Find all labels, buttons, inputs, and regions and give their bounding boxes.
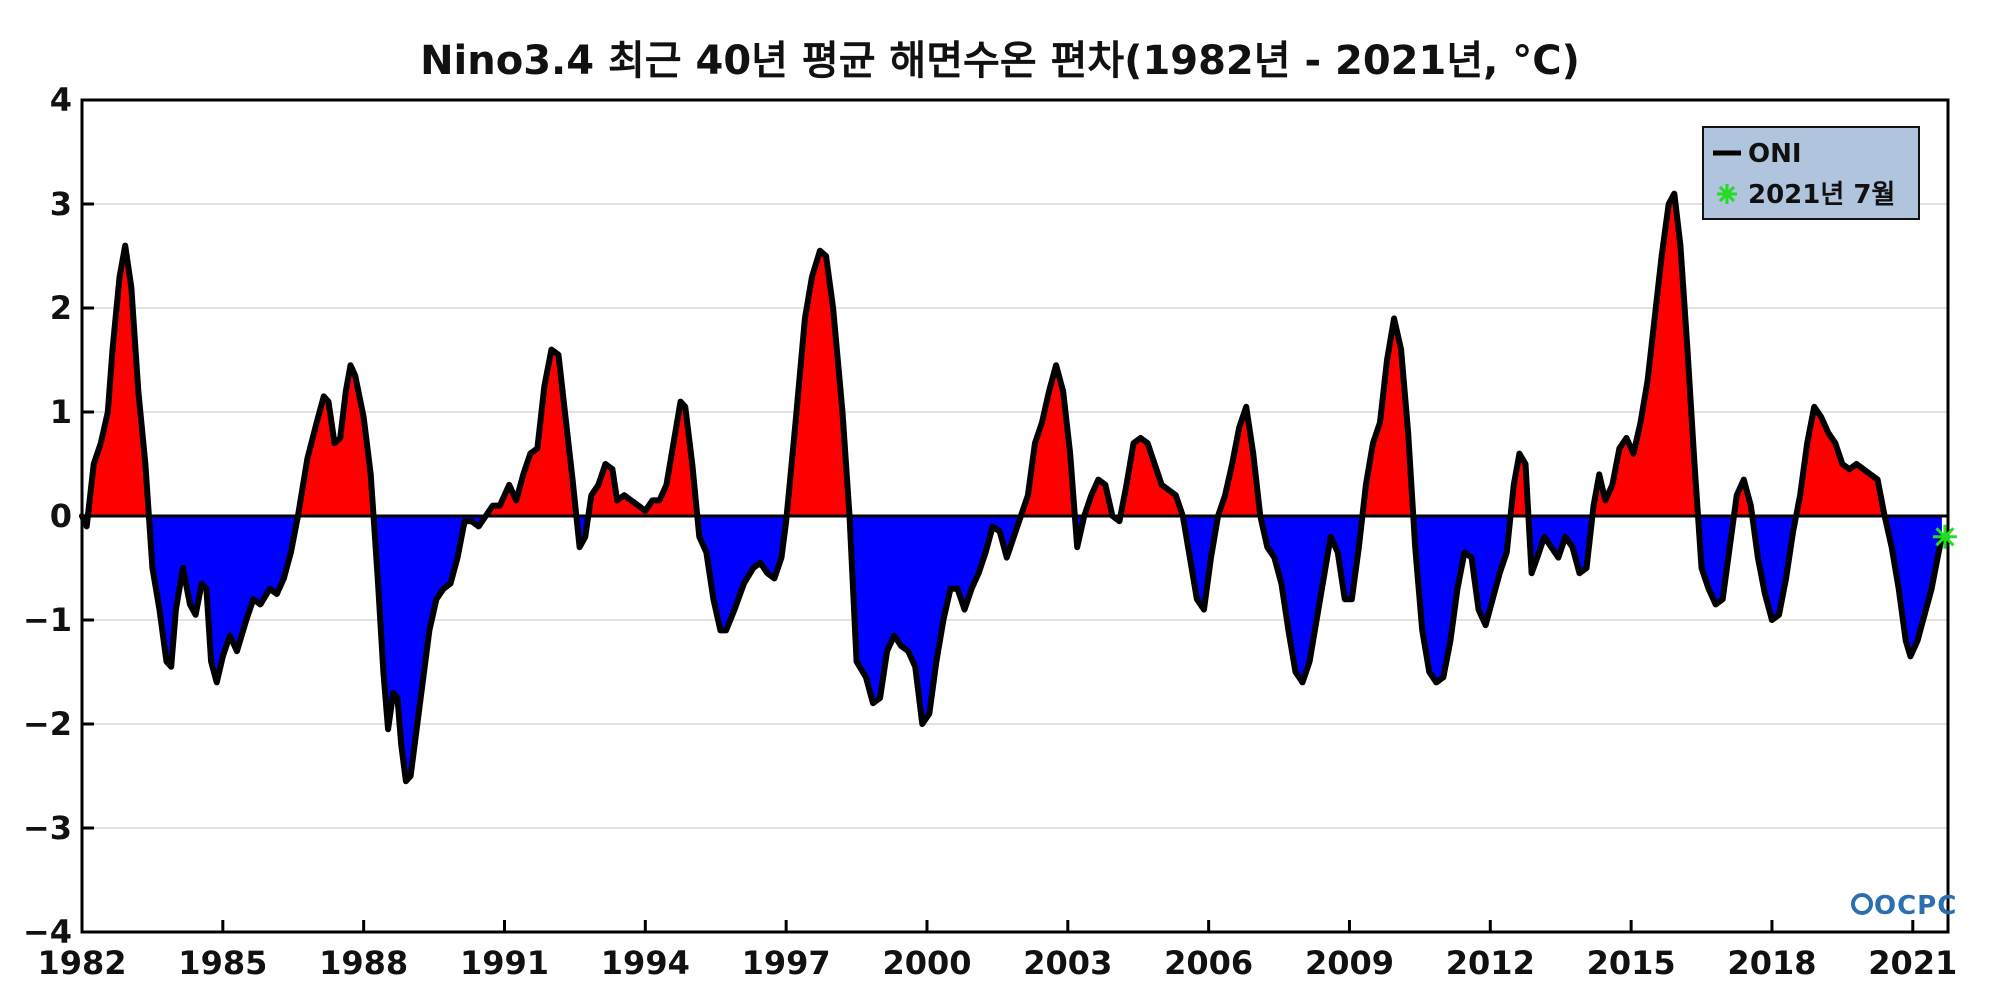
y-tick-label: 1 bbox=[50, 393, 72, 431]
anomaly-area bbox=[82, 193, 1942, 782]
y-axis: 4 3 2 1 0 −1 −2 −3 −4 bbox=[23, 81, 94, 951]
legend-box bbox=[1702, 126, 1920, 220]
x-tick-label: 1988 bbox=[319, 944, 408, 982]
x-tick-label: 1985 bbox=[178, 944, 267, 982]
y-tick-label: 3 bbox=[50, 185, 72, 223]
y-tick-label: −3 bbox=[23, 809, 72, 847]
x-tick-label: 2003 bbox=[1023, 944, 1112, 982]
y-tick-label: −1 bbox=[23, 601, 72, 639]
y-tick-label: −2 bbox=[23, 705, 72, 743]
legend-asterisk-glyph bbox=[1717, 184, 1737, 204]
legend-oni-label: ONI bbox=[1748, 139, 1802, 169]
logo-text: OCPC bbox=[1874, 891, 1957, 921]
x-tick-label: 2012 bbox=[1446, 944, 1535, 982]
ocpc-logo-icon: OCPC bbox=[1851, 891, 1957, 921]
y-tick-label: 4 bbox=[50, 81, 72, 119]
x-tick-label: 2000 bbox=[882, 944, 971, 982]
x-tick-label: 1982 bbox=[37, 944, 126, 982]
positive-anomaly-area bbox=[82, 193, 1942, 516]
oni-series-line bbox=[79, 190, 1945, 785]
asterisk-stroke bbox=[1935, 527, 1955, 547]
legend-asterisk-icon bbox=[1717, 184, 1737, 204]
asterisk-stroke bbox=[1718, 185, 1736, 203]
highlight-marker-layer bbox=[1932, 524, 1957, 549]
x-tick-label: 1991 bbox=[460, 944, 549, 982]
chart-title: Nino3.4 최근 40년 평균 해면수온 편차(1982년 - 2021년,… bbox=[420, 38, 1580, 84]
x-axis: 1982 1985 1988 1991 1994 1997 2000 2003 2006 2009… bbox=[37, 920, 1957, 982]
x-tick-label: 2021 bbox=[1868, 944, 1957, 982]
x-tick-label: 2006 bbox=[1164, 944, 1253, 982]
oni-line-layer bbox=[79, 190, 1945, 785]
highlight-point-marker bbox=[1932, 524, 1957, 549]
y-tick-label: 0 bbox=[50, 497, 72, 535]
legend: ONI 2021년 7월 bbox=[1702, 126, 1920, 220]
negative-anomaly-area bbox=[82, 516, 1942, 782]
y-tick-label: −4 bbox=[23, 913, 72, 951]
x-tick-label: 2015 bbox=[1587, 944, 1676, 982]
legend-highlight-label: 2021년 7월 bbox=[1748, 180, 1895, 210]
x-tick-label: 1994 bbox=[601, 944, 690, 982]
y-tick-label: 2 bbox=[50, 289, 72, 327]
x-tick-label: 1997 bbox=[742, 944, 831, 982]
x-tick-label: 2009 bbox=[1305, 944, 1394, 982]
x-tick-label: 2018 bbox=[1727, 944, 1816, 982]
